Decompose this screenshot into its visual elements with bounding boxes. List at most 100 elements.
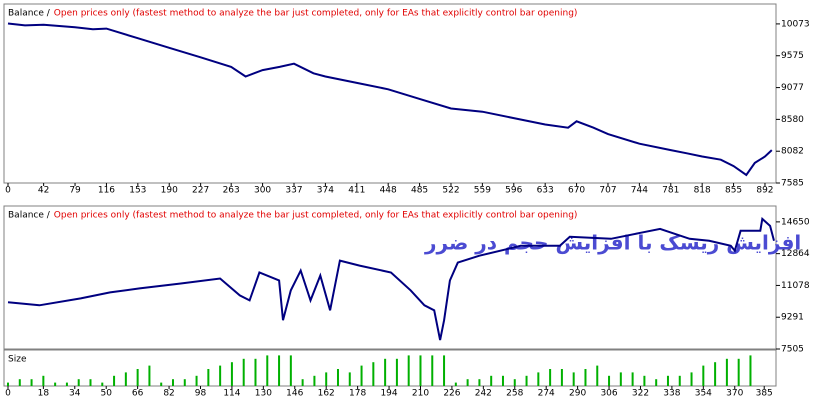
size-bar: [242, 358, 245, 386]
size-bar: [737, 358, 740, 386]
size-bar: [725, 358, 728, 386]
size-bar: [666, 375, 669, 386]
x-tick-label: 707: [599, 186, 616, 196]
x-tick-label: 116: [98, 186, 115, 196]
balance-line: [7, 216, 775, 341]
size-bar: [230, 362, 233, 386]
panel-description: Open prices only (fastest method to anal…: [54, 9, 578, 19]
size-bar: [124, 372, 127, 386]
size-bar: [148, 365, 151, 386]
x-tick-label: 42: [38, 186, 49, 196]
size-bar: [572, 372, 575, 386]
x-tick-label: 781: [662, 186, 679, 196]
y-tick-label: 8580: [781, 115, 804, 125]
balance-line: [7, 22, 773, 177]
size-bar: [525, 375, 528, 386]
x-tick-label: 98: [195, 389, 207, 399]
x-tick-label: 354: [695, 389, 712, 399]
x-tick-label: 242: [475, 389, 492, 399]
panel: [3, 349, 777, 387]
panel-description: Open prices only (fastest method to anal…: [54, 211, 578, 221]
size-bar: [266, 355, 269, 386]
size-bar: [171, 379, 174, 386]
size-bar: [501, 375, 504, 386]
size-bar: [336, 369, 339, 386]
size-bar: [443, 355, 446, 386]
x-tick-label: 82: [163, 389, 174, 399]
x-tick-label: 633: [537, 186, 554, 196]
x-tick-label: 79: [69, 186, 81, 196]
x-tick-label: 596: [505, 186, 522, 196]
size-bar: [313, 375, 316, 386]
size-bar: [690, 372, 693, 386]
size-bar: [419, 355, 422, 386]
x-tick-label: 146: [286, 389, 303, 399]
size-bar: [619, 372, 622, 386]
x-tick-label: 290: [569, 389, 586, 399]
x-tick-label: 448: [380, 186, 397, 196]
size-bar: [596, 365, 599, 386]
size-bar: [678, 375, 681, 386]
size-bar: [183, 379, 186, 386]
y-tick-label: 9575: [781, 51, 804, 61]
x-tick-label: 227: [192, 186, 209, 196]
size-bar: [655, 379, 658, 386]
size-bar: [537, 372, 540, 386]
size-bar: [136, 369, 139, 386]
x-tick-label: 818: [694, 186, 711, 196]
x-tick-label: 18: [38, 389, 50, 399]
size-bar: [749, 355, 752, 386]
panel-label: Size: [8, 355, 27, 365]
x-tick-label: 744: [631, 186, 648, 196]
x-tick-label: 162: [318, 389, 335, 399]
x-tick-label: 670: [568, 186, 585, 196]
x-tick-label: 559: [474, 186, 491, 196]
size-bar: [101, 382, 104, 386]
x-tick-label: 178: [349, 389, 366, 399]
size-bar: [513, 379, 516, 386]
size-bar: [407, 355, 410, 386]
size-bar: [7, 382, 9, 386]
x-tick-label: 485: [411, 186, 428, 196]
size-bar: [360, 365, 363, 386]
x-tick-label: 258: [506, 389, 523, 399]
x-tick-label: 306: [600, 389, 617, 399]
size-bar: [608, 375, 611, 386]
x-tick-label: 210: [412, 389, 429, 399]
size-bar: [395, 358, 398, 386]
x-tick-label: 190: [161, 186, 178, 196]
size-bar: [301, 379, 304, 386]
size-bar: [584, 369, 587, 386]
y-tick-label: 10073: [781, 19, 810, 29]
x-tick-label: 322: [632, 389, 649, 399]
y-tick-label: 14650: [781, 217, 810, 227]
size-bar: [219, 365, 222, 386]
size-bar: [54, 382, 57, 386]
size-bar: [77, 379, 80, 386]
size-bar: [702, 365, 705, 386]
x-tick-label: 411: [348, 186, 365, 196]
size-bar: [643, 375, 646, 386]
x-tick-label: 194: [380, 389, 397, 399]
size-bar: [195, 375, 198, 386]
y-tick-label: 7585: [781, 179, 804, 189]
size-bar: [278, 355, 281, 386]
x-tick-label: 522: [442, 186, 459, 196]
x-tick-label: 337: [285, 186, 302, 196]
y-tick-label: 12864: [781, 249, 810, 259]
panel: [3, 205, 777, 350]
annotation: افزایش ریسک با افزایش حجم در ضرر: [424, 231, 801, 255]
x-tick-label: 0: [5, 186, 11, 196]
panel: [3, 3, 777, 184]
x-tick-label: 370: [726, 389, 743, 399]
size-bar: [560, 369, 563, 386]
size-bar: [549, 369, 552, 386]
x-tick-label: 50: [100, 389, 112, 399]
size-bar: [160, 382, 163, 386]
size-bar: [631, 372, 634, 386]
size-bar: [89, 379, 92, 386]
x-tick-label: 374: [317, 186, 334, 196]
size-bar: [348, 372, 351, 386]
